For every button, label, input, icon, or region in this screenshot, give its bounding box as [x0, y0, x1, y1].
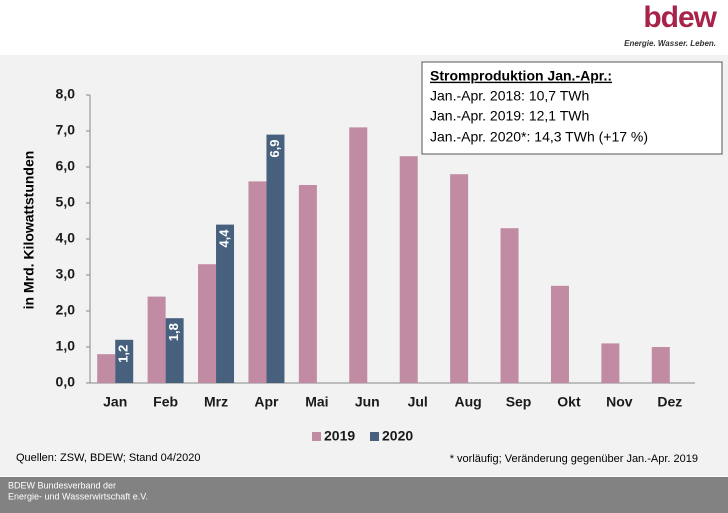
bar	[115, 339, 134, 383]
bar	[97, 354, 116, 383]
y-tick-label: 3,0	[56, 266, 76, 282]
info-line: Jan.-Apr. 2018: 10,7 TWh	[430, 88, 589, 104]
info-line: Jan.-Apr. 2019: 12,1 TWh	[430, 108, 589, 124]
bar	[147, 296, 166, 383]
x-tick-label: Nov	[606, 394, 633, 410]
note: * vorläufig; Veränderung gegenüber Jan.-…	[450, 453, 698, 465]
source: Quellen: ZSW, BDEW; Stand 04/2020	[16, 452, 200, 464]
bar	[248, 181, 267, 383]
footer-text: Energie- und Wasserwirtschaft e.V.	[8, 491, 148, 501]
x-tick-label: Mrz	[204, 394, 228, 410]
value-label: 4,4	[216, 229, 231, 248]
legend-label: 2020	[382, 428, 413, 444]
info-box	[421, 61, 723, 155]
x-tick-label: Dez	[657, 394, 682, 410]
legend-label: 2019	[324, 428, 355, 444]
y-tick-label: 1,0	[56, 338, 76, 354]
y-tick-label: 4,0	[56, 230, 76, 246]
y-axis-title: in Mrd. Kilowattstunden	[21, 151, 37, 310]
x-tick-label: Jan	[103, 394, 127, 410]
bar	[651, 347, 670, 383]
y-tick-label: 0,0	[56, 374, 76, 390]
x-tick-label: Feb	[153, 394, 178, 410]
bar	[500, 228, 519, 383]
value-label: 6,9	[267, 140, 282, 158]
value-label: 1,8	[166, 323, 181, 341]
x-tick-label: Sep	[506, 394, 532, 410]
footer-bar	[0, 477, 728, 513]
y-tick-label: 5,0	[56, 194, 76, 210]
x-tick-label: Aug	[455, 394, 482, 410]
logo: bdew	[643, 1, 717, 34]
bar	[601, 343, 620, 383]
bar	[550, 285, 569, 383]
bar	[216, 224, 235, 383]
y-tick-label: 7,0	[56, 122, 76, 138]
bar	[399, 156, 418, 383]
x-tick-label: Jul	[408, 394, 428, 410]
bar	[349, 127, 368, 384]
logo-tagline: Energie. Wasser. Leben.	[624, 39, 716, 48]
bar	[266, 134, 285, 383]
y-tick-label: 6,0	[56, 158, 76, 174]
legend-swatch	[370, 432, 379, 441]
bar	[198, 264, 217, 383]
x-tick-label: Okt	[557, 394, 581, 410]
bar	[298, 185, 317, 383]
value-label: 1,2	[116, 345, 131, 363]
bar	[165, 318, 184, 383]
footer-text: BDEW Bundesverband der	[8, 480, 116, 490]
x-tick-label: Apr	[254, 394, 279, 410]
y-tick-label: 8,0	[56, 86, 76, 102]
y-tick-label: 2,0	[56, 302, 76, 318]
x-tick-label: Jun	[355, 394, 380, 410]
bar	[450, 174, 469, 383]
legend-swatch	[312, 432, 321, 441]
info-line: Jan.-Apr. 2020*: 14,3 TWh (+17 %)	[430, 129, 648, 145]
info-title: Stromproduktion Jan.-Apr.:	[430, 68, 612, 84]
x-tick-label: Mai	[305, 394, 328, 410]
